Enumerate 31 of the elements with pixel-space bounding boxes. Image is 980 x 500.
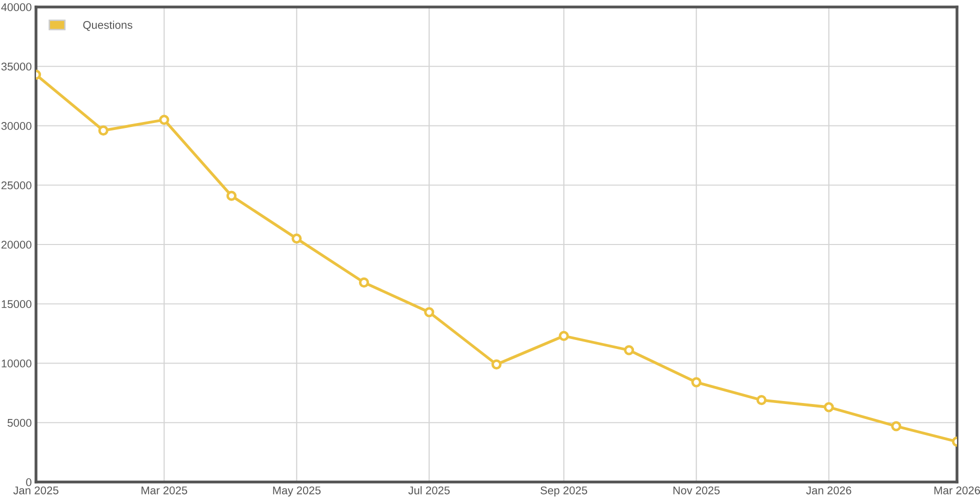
x-tick-label: Jan 2025	[13, 486, 58, 494]
y-tick-label: 10000	[2, 360, 32, 368]
point	[756, 394, 767, 406]
x-tick-label: Nov 2025	[673, 486, 720, 494]
point	[358, 277, 370, 288]
x-tick-label: Jul 2025	[408, 486, 450, 494]
point	[824, 402, 834, 412]
point	[558, 330, 569, 342]
point	[98, 125, 108, 136]
point	[292, 233, 302, 244]
y-tick-label: 30000	[1, 122, 32, 130]
y-tick-label: 35000	[1, 62, 32, 71]
x-tick-label: Jan 2026	[806, 486, 852, 494]
y-tick-label: 25000	[2, 181, 32, 190]
x-tick-label: Sep 2025	[540, 486, 588, 497]
point	[424, 307, 434, 318]
point	[159, 114, 170, 125]
x-tick-label: Mar 2025	[142, 486, 188, 494]
y-tick-label: 15000	[2, 300, 32, 308]
y-tick-label: 20000	[2, 240, 32, 249]
y-tick-label: 0	[26, 478, 32, 486]
y-tick-label: 40000	[1, 3, 32, 12]
y-tick-label: 5000	[8, 418, 32, 427]
point	[491, 359, 502, 370]
legend-label: Questions	[83, 20, 132, 31]
point	[624, 345, 634, 356]
point	[226, 190, 237, 201]
x-tick-label: Mar 2026	[934, 486, 980, 494]
point	[891, 421, 902, 432]
x-tick-label: May 2025	[273, 486, 321, 497]
point	[691, 377, 702, 388]
